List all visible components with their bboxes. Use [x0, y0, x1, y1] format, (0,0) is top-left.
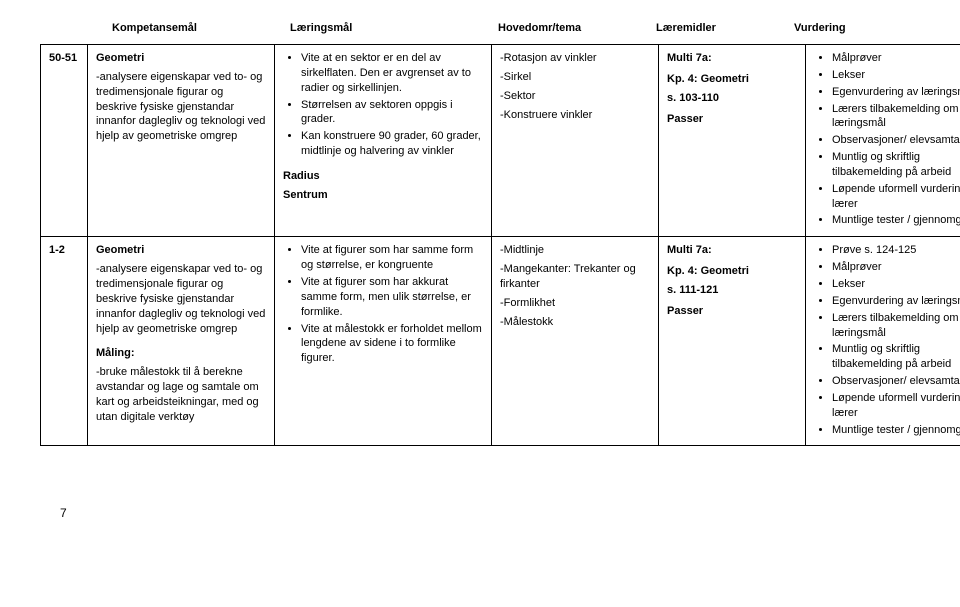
komp-sub-title: Måling:	[96, 346, 266, 361]
laer-item: Vite at figurer som har akkurat samme fo…	[301, 275, 483, 320]
header-spacer	[70, 20, 108, 36]
mid-sub: Kp. 4: Geometri	[667, 264, 797, 279]
header-laeringsmaal: Læringsmål	[286, 20, 494, 36]
header-vurdering: Vurdering	[790, 20, 960, 36]
vurd-item: Lekser	[832, 277, 960, 292]
laer-item: Kan konstruere 90 grader, 60 grader, mid…	[301, 129, 483, 159]
vurd-item: Løpende uformell vurdering av lærer	[832, 391, 960, 421]
komp-sub-body: -bruke målestokk til å berekne avstandar…	[96, 365, 266, 424]
hoved-line: -Midtlinje	[500, 243, 650, 258]
page-number: 7	[60, 506, 920, 520]
header-laeremidler: Læremidler	[652, 20, 790, 36]
komp-title: Geometri	[96, 51, 266, 66]
mid-passer: Passer	[667, 112, 797, 127]
hoved-line: -Sektor	[500, 89, 650, 104]
komp-title: Geometri	[96, 243, 266, 258]
vurd-item: Muntlige tester / gjennomgang	[832, 213, 960, 228]
mid-passer: Passer	[667, 304, 797, 319]
vurd-item: Observasjoner/ elevsamtaler	[832, 133, 960, 148]
mid-pages: s. 111-121	[667, 283, 797, 298]
vurd-item: Egenvurdering av læringsmål	[832, 85, 960, 100]
week-cell: 50-51	[41, 45, 88, 237]
hoved-line: -Målestokk	[500, 315, 650, 330]
laer-list: Vite at en sektor er en del av sirkelfla…	[283, 51, 483, 159]
laeringsmaal-cell: Vite at figurer som har samme form og st…	[275, 237, 492, 446]
laer-list: Vite at figurer som har samme form og st…	[283, 243, 483, 366]
vurd-item: Muntlige tester / gjennomgang	[832, 423, 960, 438]
laer-item: Vite at figurer som har samme form og st…	[301, 243, 483, 273]
hoved-line: -Rotasjon av vinkler	[500, 51, 650, 66]
week-cell: 1-2	[41, 237, 88, 446]
laer-item: Størrelsen av sektoren oppgis i grader.	[301, 98, 483, 128]
hovedomr-cell: -Midtlinje -Mangekanter: Trekanter og fi…	[492, 237, 659, 446]
vurd-list: Prøve s. 124-125 Målprøver Lekser Egenvu…	[814, 243, 960, 437]
hovedomr-cell: -Rotasjon av vinkler -Sirkel -Sektor -Ko…	[492, 45, 659, 237]
laeringsmaal-cell: Vite at en sektor er en del av sirkelfla…	[275, 45, 492, 237]
vurd-item: Løpende uformell vurdering av lærer	[832, 182, 960, 212]
vurd-item: Lærers tilbakemelding om læringsmål	[832, 102, 960, 132]
hoved-line: -Konstruere vinkler	[500, 108, 650, 123]
header-kompetansemaal: Kompetansemål	[108, 20, 286, 36]
hoved-line: -Formlikhet	[500, 296, 650, 311]
vurd-item: Lekser	[832, 68, 960, 83]
laer-item: Vite at målestokk er forholdet mellom le…	[301, 322, 483, 367]
vurd-item: Lærers tilbakemelding om læringsmål	[832, 311, 960, 341]
curriculum-table: 50-51 Geometri -analysere eigenskapar ve…	[40, 44, 960, 446]
mid-title: Multi 7a:	[667, 51, 797, 66]
hoved-line: -Mangekanter: Trekanter og firkanter	[500, 262, 650, 292]
week-text: 50-51	[49, 52, 77, 64]
laer-extra: Sentrum	[283, 188, 483, 203]
mid-sub: Kp. 4: Geometri	[667, 72, 797, 87]
table-header: Kompetansemål Læringsmål Hovedomr/tema L…	[40, 20, 920, 36]
mid-pages: s. 103-110	[667, 91, 797, 106]
vurd-item: Muntlig og skriftlig tilbakemelding på a…	[832, 342, 960, 372]
vurdering-cell: Målprøver Lekser Egenvurdering av læring…	[806, 45, 960, 237]
laeremidler-cell: Multi 7a: Kp. 4: Geometri s. 111-121 Pas…	[659, 237, 806, 446]
kompetansemaal-cell: Geometri -analysere eigenskapar ved to- …	[88, 237, 275, 446]
table-row: 50-51 Geometri -analysere eigenskapar ve…	[41, 45, 960, 237]
komp-body: -analysere eigenskapar ved to- og tredim…	[96, 70, 266, 144]
laer-extra: Radius	[283, 169, 483, 184]
vurd-item: Målprøver	[832, 260, 960, 275]
table-row: 1-2 Geometri -analysere eigenskapar ved …	[41, 237, 960, 446]
laer-item: Vite at en sektor er en del av sirkelfla…	[301, 51, 483, 96]
vurd-item: Egenvurdering av læringsmål	[832, 294, 960, 309]
vurdering-cell: Prøve s. 124-125 Målprøver Lekser Egenvu…	[806, 237, 960, 446]
vurd-list: Målprøver Lekser Egenvurdering av læring…	[814, 51, 960, 228]
vurd-item: Prøve s. 124-125	[832, 243, 960, 258]
hoved-line: -Sirkel	[500, 70, 650, 85]
komp-body: -analysere eigenskapar ved to- og tredim…	[96, 262, 266, 336]
kompetansemaal-cell: Geometri -analysere eigenskapar ved to- …	[88, 45, 275, 237]
week-text: 1-2	[49, 244, 65, 256]
laeremidler-cell: Multi 7a: Kp. 4: Geometri s. 103-110 Pas…	[659, 45, 806, 237]
vurd-item: Målprøver	[832, 51, 960, 66]
vurd-item: Observasjoner/ elevsamtaler	[832, 374, 960, 389]
mid-title: Multi 7a:	[667, 243, 797, 258]
vurd-item: Muntlig og skriftlig tilbakemelding på a…	[832, 150, 960, 180]
header-hovedomr: Hovedomr/tema	[494, 20, 652, 36]
